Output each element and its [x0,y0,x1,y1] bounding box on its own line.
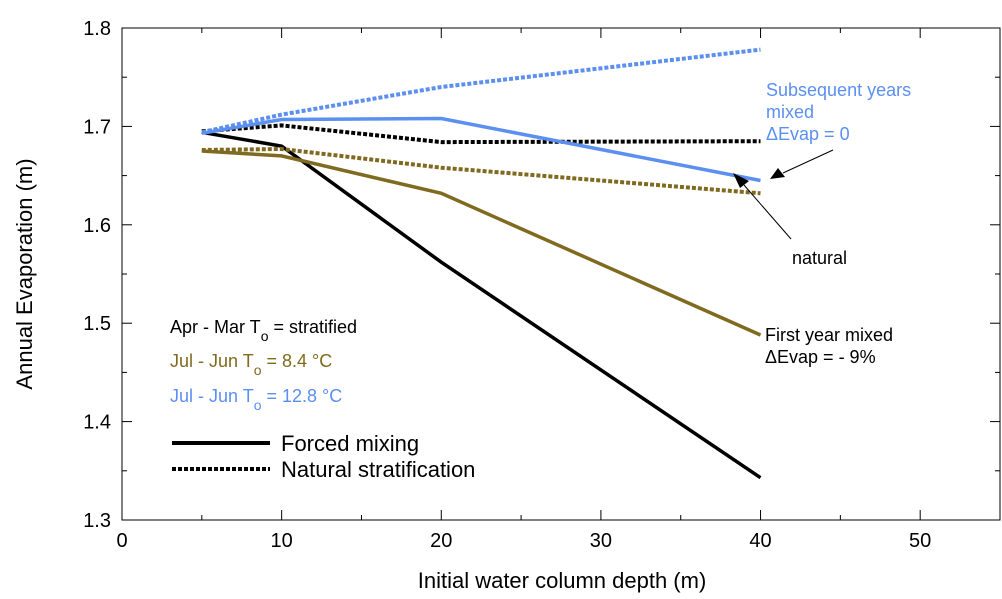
legend-case-subscript: o [254,362,262,378]
data-series [201,47,762,480]
legend-case-subscript: o [261,328,269,344]
annotation-natural: natural [792,248,847,268]
legend-case-stratified: Apr - Mar To = stratified [170,317,357,344]
annotation-delta-evap-zero: ΔEvap = 0 [766,124,850,144]
legend-case-suffix: = 12.8 °C [262,386,343,406]
legend-case-prefix: Apr - Mar T [170,317,261,337]
legend-case-prefix: Jul - Jun T [170,351,254,371]
legend-case-suffix: = 8.4 °C [262,351,333,371]
plot-border [121,27,1001,521]
axis-tick-labels: 0 10 20 30 40 50 1.3 1.4 1.5 1.6 1.7 1.8 [83,18,931,552]
line-style-legend: Forced mixing Natural stratification [172,431,475,482]
y-tick-label: 1.6 [83,215,111,237]
case-legend: Apr - Mar To = stratified Jul - Jun To =… [170,317,357,413]
x-tick-label: 30 [590,530,612,552]
legend-case-12-8: Jul - Jun To = 12.8 °C [170,386,342,413]
series-olive_natural [201,146,761,196]
arrow-natural [733,173,792,240]
legend-natural-stratification: Natural stratification [281,457,475,482]
annotation-subsequent-years: Subsequent years [766,80,911,100]
annotations: Subsequent years mixed ΔEvap = 0 natural… [733,80,911,367]
y-tick-label: 1.5 [83,313,111,335]
x-tick-label: 50 [909,530,931,552]
x-tick-label: 40 [749,530,771,552]
y-tick-label: 1.3 [83,510,111,532]
axis-ticks [121,27,1001,521]
legend-case-suffix: = stratified [268,317,357,337]
x-axis-label: Initial water column depth (m) [418,568,707,593]
legend-case-prefix: Jul - Jun T [170,386,254,406]
series-black_forced [201,130,762,480]
annotation-first-year-mixed: First year mixed [765,325,893,345]
annotation-delta-evap-9: ΔEvap = - 9% [765,347,876,367]
legend-case-8-4: Jul - Jun To = 8.4 °C [170,351,332,378]
legend-forced-mixing: Forced mixing [281,431,419,456]
series-olive_forced [201,149,762,337]
plot-frame [121,27,1001,521]
y-tick-label: 1.4 [83,412,111,434]
x-tick-label: 0 [116,530,127,552]
y-tick-label: 1.8 [83,18,111,40]
arrow-subsequent [770,149,834,179]
legend-case-subscript: o [254,397,262,413]
annotation-mixed: mixed [766,102,814,122]
y-axis-label: Annual Evaporation (m) [12,158,37,389]
x-tick-label: 10 [271,530,293,552]
series-blue_natural [201,47,761,135]
x-tick-label: 20 [430,530,452,552]
y-tick-label: 1.7 [83,116,111,138]
series-blue_forced [201,116,761,183]
